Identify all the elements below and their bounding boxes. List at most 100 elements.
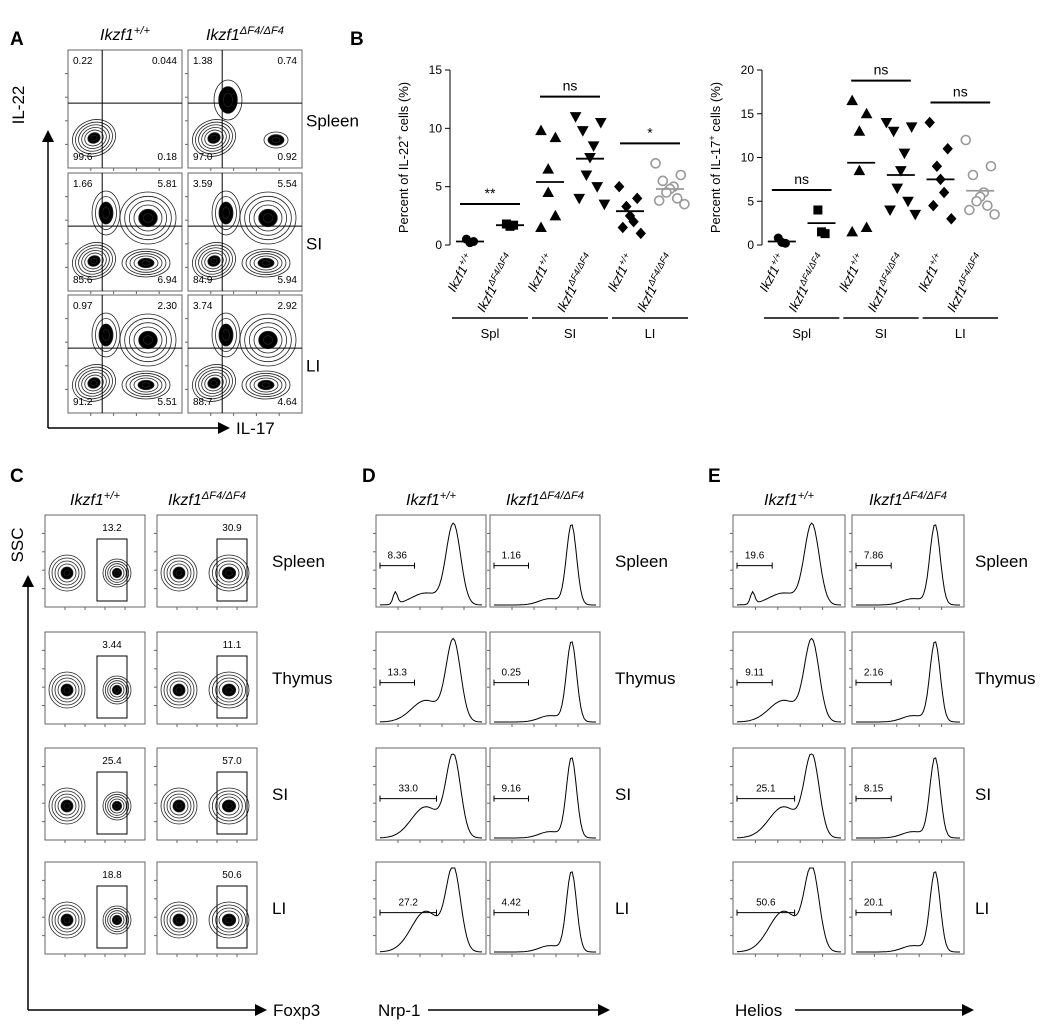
tissue-label: LI bbox=[306, 357, 320, 376]
category-label-part: +/+ bbox=[616, 251, 631, 267]
data-point bbox=[967, 169, 979, 181]
arrow-head bbox=[218, 422, 230, 434]
contour bbox=[81, 250, 107, 272]
contour bbox=[166, 793, 192, 819]
contour bbox=[54, 907, 80, 933]
plot-frame bbox=[732, 747, 846, 841]
plot-frame bbox=[44, 631, 146, 725]
data-point bbox=[853, 164, 866, 176]
quadrant-value: 5.51 bbox=[158, 397, 178, 408]
contour bbox=[57, 680, 77, 700]
histogram bbox=[736, 637, 842, 723]
contour bbox=[215, 560, 243, 586]
category-label: Ikzf1ΔF4/ΔF4 bbox=[633, 251, 677, 315]
histogram bbox=[856, 641, 960, 723]
data-point bbox=[635, 227, 646, 240]
contour bbox=[208, 671, 250, 709]
contour bbox=[208, 901, 250, 939]
gate bbox=[216, 655, 248, 719]
plot-frame bbox=[67, 172, 183, 292]
category-label-part: +/+ bbox=[456, 251, 471, 267]
data-point bbox=[542, 163, 555, 174]
plot-frame bbox=[375, 861, 487, 955]
data-point bbox=[675, 169, 687, 181]
significance-label: ** bbox=[485, 185, 496, 201]
histogram bbox=[494, 871, 596, 953]
contour bbox=[104, 907, 130, 933]
contour bbox=[63, 802, 71, 810]
x-axis-label: Nrp-1 bbox=[378, 1001, 421, 1020]
plot-frame bbox=[44, 514, 146, 608]
contour bbox=[63, 569, 71, 577]
group-label: LI bbox=[955, 326, 966, 341]
gate-value: 30.9 bbox=[222, 523, 242, 534]
y-tick-label: 15 bbox=[741, 107, 755, 121]
contour bbox=[57, 910, 77, 930]
contour bbox=[160, 787, 198, 825]
genotype-header-part: Ikzf1 bbox=[406, 492, 440, 509]
panel-letter: A bbox=[10, 29, 24, 50]
x-axis-label: IL-17 bbox=[236, 419, 275, 438]
contour bbox=[262, 213, 274, 223]
contour bbox=[114, 917, 120, 923]
gate-value: 50.6 bbox=[222, 870, 242, 881]
quadrant-value: 3.74 bbox=[193, 301, 213, 312]
contour bbox=[84, 252, 104, 270]
contour bbox=[133, 326, 163, 354]
data-point bbox=[650, 158, 661, 169]
contour bbox=[121, 248, 171, 278]
quadrant-value: 0.18 bbox=[158, 152, 178, 163]
gate-value: 13.3 bbox=[388, 668, 408, 679]
quadrant-value: 84.9 bbox=[193, 275, 213, 286]
group-label: LI bbox=[645, 326, 656, 341]
category-label: Ikzf1+/+ bbox=[443, 251, 476, 294]
contour bbox=[211, 674, 247, 706]
data-point bbox=[573, 193, 586, 205]
y-tick-label: 20 bbox=[741, 63, 755, 77]
data-point bbox=[898, 148, 911, 160]
significance-label: ns bbox=[874, 62, 889, 78]
gate-value: 13.2 bbox=[102, 523, 122, 534]
contour bbox=[78, 247, 110, 275]
contour bbox=[253, 255, 279, 271]
plot-frame bbox=[156, 631, 258, 725]
data-point bbox=[580, 170, 593, 182]
histogram bbox=[380, 522, 483, 606]
contour bbox=[128, 322, 168, 358]
quadrant-value: 3.59 bbox=[193, 179, 213, 190]
genotype-header-part: ΔF4/ΔF4 bbox=[239, 25, 284, 37]
data-point bbox=[653, 195, 665, 206]
contour bbox=[218, 796, 240, 816]
gate-value: 1.16 bbox=[502, 551, 522, 562]
contour bbox=[245, 372, 287, 398]
contour bbox=[75, 244, 113, 278]
category-label-part: ΔF4/ΔF4 bbox=[485, 251, 511, 288]
gate-value: 27.2 bbox=[399, 898, 419, 909]
arrow-head bbox=[255, 1004, 267, 1016]
data-point bbox=[960, 134, 972, 146]
plot-frame bbox=[187, 49, 303, 169]
contour bbox=[102, 207, 110, 219]
data-point bbox=[853, 125, 866, 136]
data-point bbox=[985, 160, 997, 172]
x-axis-label: Foxp3 bbox=[273, 1001, 320, 1020]
quadrant-value: 5.94 bbox=[278, 275, 298, 286]
contour bbox=[198, 247, 230, 275]
gate-value: 50.6 bbox=[756, 898, 776, 909]
contour bbox=[114, 687, 120, 693]
significance-label: ns bbox=[953, 84, 968, 100]
contour bbox=[262, 335, 274, 345]
category-label-part: Ikzf1 bbox=[444, 263, 470, 294]
contour bbox=[121, 370, 171, 400]
contour bbox=[133, 204, 163, 232]
gate-value: 25.1 bbox=[756, 784, 776, 795]
contour bbox=[244, 195, 292, 241]
data-point bbox=[813, 205, 823, 215]
data-point bbox=[860, 221, 873, 232]
category-label: Ikzf1+/+ bbox=[523, 251, 556, 294]
contour bbox=[166, 907, 192, 933]
data-point bbox=[576, 126, 589, 137]
group-label: Spl bbox=[792, 326, 811, 341]
contour bbox=[192, 119, 236, 157]
